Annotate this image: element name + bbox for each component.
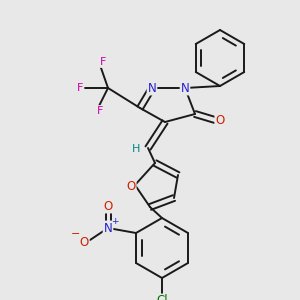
Text: +: + (111, 218, 119, 226)
Text: N: N (181, 82, 189, 94)
Text: F: F (100, 57, 106, 67)
Text: O: O (103, 200, 112, 212)
Text: −: − (71, 229, 81, 239)
Text: H: H (132, 144, 140, 154)
Text: F: F (77, 83, 83, 93)
Text: O: O (215, 113, 225, 127)
Text: N: N (148, 82, 156, 94)
Text: N: N (103, 221, 112, 235)
Text: O: O (126, 181, 136, 194)
Text: Cl: Cl (156, 295, 168, 300)
Text: F: F (97, 106, 103, 116)
Text: O: O (80, 236, 88, 248)
